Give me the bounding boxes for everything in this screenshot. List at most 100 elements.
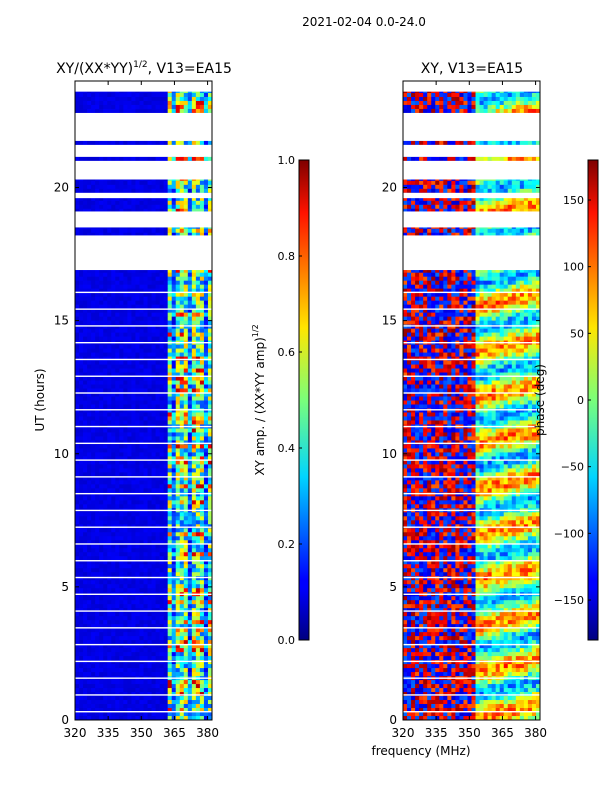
amplitude-heatmap-cell: [183, 528, 189, 533]
amplitude-heatmap-cell: [195, 104, 201, 110]
amplitude-heatmap-cell: [135, 320, 141, 326]
amplitude-heatmap-cell: [79, 384, 84, 390]
amplitude-heatmap-cell: [123, 472, 128, 477]
amplitude-heatmap-cell: [159, 404, 165, 410]
amplitude-heatmap-cell: [131, 652, 137, 657]
amplitude-heatmap-cell: [203, 512, 209, 517]
amplitude-heatmap-cell: [95, 312, 100, 318]
amplitude-heatmap-cell: [79, 404, 84, 410]
amplitude-heatmap-cell: [91, 620, 96, 625]
amplitude-heatmap-cell: [199, 96, 205, 102]
amplitude-heatmap-cell: [123, 572, 128, 577]
amplitude-heatmap-cell: [83, 636, 88, 641]
amplitude-heatmap-cell: [183, 492, 189, 497]
amplitude-heatmap-cell: [139, 292, 145, 298]
amplitude-heatmap-cell: [119, 404, 124, 410]
amplitude-heatmap-cell: [163, 504, 169, 509]
amplitude-heatmap-cell: [91, 108, 96, 114]
amplitude-heatmap-cell: [199, 644, 205, 649]
amplitude-heatmap-cell: [183, 272, 189, 278]
amplitude-heatmap-cell: [167, 528, 173, 533]
amplitude-heatmap-cell: [175, 444, 181, 450]
amplitude-heatmap-cell: [155, 556, 161, 561]
amplitude-heatmap-cell: [203, 564, 209, 569]
amplitude-heatmap-cell: [147, 548, 153, 553]
amplitude-heatmap-cell: [127, 528, 133, 533]
amplitude-heatmap-cell: [75, 400, 80, 406]
amplitude-heatmap-cell: [195, 472, 201, 477]
amplitude-heatmap-cell: [103, 196, 108, 202]
amplitude-heatmap-cell: [123, 504, 128, 509]
amplitude-heatmap-cell: [167, 656, 173, 661]
amplitude-heatmap-cell: [159, 96, 165, 102]
amplitude-heatmap-cell: [79, 228, 84, 234]
amplitude-heatmap-cell: [179, 576, 185, 581]
amplitude-heatmap-cell: [151, 328, 157, 334]
amplitude-heatmap-cell: [95, 316, 100, 322]
amplitude-heatmap-cell: [127, 648, 133, 653]
amplitude-heatmap-cell: [195, 648, 201, 653]
amplitude-heatmap-cell: [167, 108, 173, 114]
amplitude-heatmap-cell: [103, 556, 108, 561]
amplitude-heatmap-cell: [111, 612, 116, 617]
amplitude-heatmap-cell: [103, 600, 108, 605]
amplitude-heatmap-cell: [203, 276, 209, 282]
amplitude-heatmap-cell: [167, 156, 173, 162]
amplitude-heatmap-cell: [179, 108, 185, 114]
amplitude-heatmap-cell: [183, 652, 189, 657]
amplitude-heatmap-cell: [187, 644, 193, 649]
amplitude-heatmap-cell: [115, 396, 120, 402]
amplitude-heatmap-cell: [79, 552, 84, 557]
amplitude-heatmap-cell: [131, 396, 137, 402]
amplitude-heatmap-cell: [79, 104, 84, 110]
amplitude-heatmap-cell: [147, 300, 153, 306]
amplitude-heatmap-cell: [179, 292, 185, 298]
amplitude-heatmap-cell: [119, 576, 124, 581]
amplitude-heatmap-cell: [87, 484, 92, 489]
amplitude-heatmap-cell: [107, 560, 112, 565]
amplitude-heatmap-cell: [127, 572, 133, 577]
amplitude-heatmap-cell: [147, 488, 153, 493]
amplitude-heatmap-cell: [87, 532, 92, 537]
amplitude-heatmap-cell: [147, 184, 153, 190]
amplitude-heatmap-cell: [163, 344, 169, 350]
amplitude-heatmap-cell: [195, 512, 201, 517]
amplitude-heatmap-cell: [175, 400, 181, 406]
amplitude-heatmap-cell: [111, 296, 116, 302]
amplitude-heatmap-cell: [203, 300, 209, 306]
amplitude-heatmap-cell: [171, 452, 177, 458]
amplitude-heatmap-cell: [147, 528, 153, 533]
amplitude-heatmap-cell: [143, 348, 149, 354]
amplitude-heatmap-cell: [171, 408, 177, 414]
amplitude-heatmap-cell: [119, 504, 124, 509]
amplitude-heatmap-cell: [195, 636, 201, 641]
amplitude-heatmap-cell: [123, 200, 128, 206]
amplitude-heatmap-cell: [119, 640, 124, 645]
amplitude-heatmap-cell: [187, 232, 193, 238]
amplitude-heatmap-cell: [179, 96, 185, 102]
amplitude-heatmap-cell: [111, 276, 116, 282]
amplitude-heatmap-cell: [115, 332, 120, 338]
amplitude-heatmap-cell: [151, 468, 157, 473]
amplitude-heatmap-cell: [187, 432, 193, 438]
amplitude-heatmap-cell: [135, 468, 141, 473]
amplitude-heatmap-cell: [139, 352, 145, 358]
amplitude-heatmap-cell: [79, 200, 84, 206]
amplitude-heatmap-cell: [179, 100, 185, 106]
amplitude-heatmap-cell: [155, 552, 161, 557]
amplitude-heatmap-cell: [155, 548, 161, 553]
amplitude-heatmap-cell: [143, 200, 149, 206]
amplitude-heatmap-cell: [83, 588, 88, 593]
amplitude-heatmap-cell: [171, 324, 177, 330]
amplitude-heatmap-cell: [127, 560, 133, 565]
amplitude-heatmap-cell: [195, 396, 201, 402]
amplitude-heatmap-cell: [87, 412, 92, 418]
amplitude-heatmap-cell: [151, 348, 157, 354]
amplitude-heatmap-cell: [147, 376, 153, 382]
amplitude-heatmap-cell: [167, 504, 173, 509]
amplitude-heatmap-cell: [107, 472, 112, 477]
amplitude-heatmap-cell: [107, 228, 112, 234]
amplitude-heatmap-cell: [151, 656, 157, 661]
amplitude-heatmap-cell: [203, 432, 209, 438]
amplitude-heatmap-cell: [179, 156, 185, 162]
